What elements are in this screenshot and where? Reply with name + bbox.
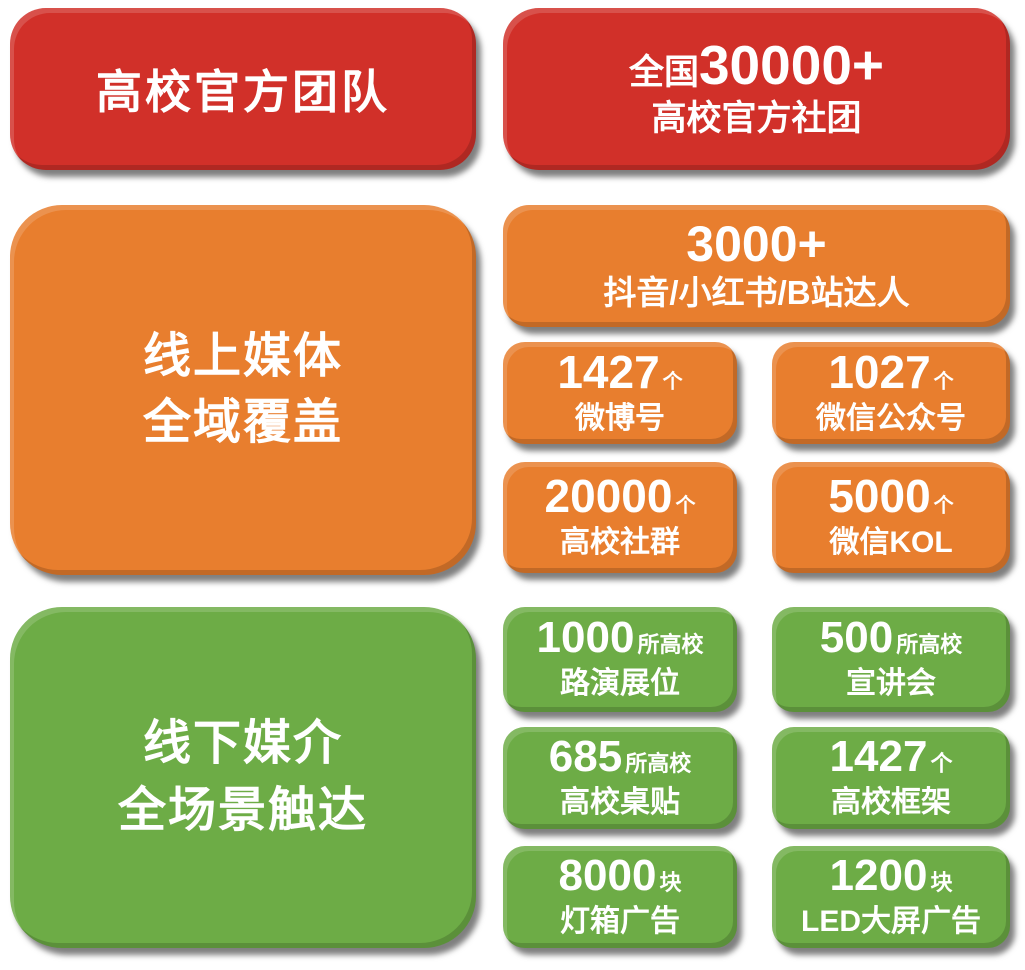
wechat-official-number: 1027 — [828, 345, 931, 398]
seminar-label: 宣讲会 — [846, 667, 936, 701]
lightbox-ads-number-line: 8000 块 — [558, 850, 682, 900]
roadshow-number-line: 1000 所高校 — [536, 613, 704, 663]
desk-sticker-card: 685 所高校 高校桌贴 — [503, 727, 737, 829]
wechat-kol-number-line: 5000 个 — [828, 473, 953, 520]
offline-media-title-line2: 全场景触达 — [117, 783, 368, 837]
seminar-number: 500 — [819, 613, 894, 663]
wechat-official-unit: 个 — [933, 370, 954, 393]
wechat-official-card: 1027 个 微信公众号 — [772, 342, 1010, 444]
campus-groups-label: 高校社群 — [560, 526, 680, 560]
desk-sticker-label: 高校桌贴 — [560, 785, 680, 819]
led-ads-number: 1200 — [829, 850, 928, 900]
roadshow-number: 1000 — [536, 613, 635, 663]
online-media-title-line2: 全域覆盖 — [142, 396, 343, 449]
led-ads-unit: 块 — [930, 869, 953, 895]
campus-groups-card: 20000 个 高校社群 — [503, 462, 737, 573]
teams-title-card: 高校官方团队 — [10, 8, 476, 170]
frame-ads-unit: 个 — [930, 750, 953, 776]
national-clubs-number-line: 全国 30000+ — [629, 37, 884, 93]
offline-media-title-card: 线下媒介 全场景触达 — [10, 607, 476, 948]
frame-ads-number-line: 1427 个 — [829, 731, 953, 781]
national-clubs-number: 30000+ — [698, 34, 885, 97]
weibo-unit: 个 — [662, 370, 683, 393]
lightbox-ads-card: 8000 块 灯箱广告 — [503, 846, 737, 948]
roadshow-card: 1000 所高校 路演展位 — [503, 607, 737, 712]
seminar-number-line: 500 所高校 — [819, 613, 963, 663]
weibo-label: 微博号 — [575, 401, 665, 435]
campus-groups-unit: 个 — [675, 495, 696, 518]
wechat-official-number-line: 1027 个 — [828, 345, 954, 398]
wechat-official-label: 微信公众号 — [816, 401, 966, 435]
frame-ads-number: 1427 — [829, 731, 928, 781]
influencers-label: 抖音/小红书/B站达人 — [603, 273, 910, 311]
influencers-number-line: 3000+ — [686, 215, 827, 272]
influencers-card: 3000+ 抖音/小红书/B站达人 — [503, 205, 1010, 327]
offline-media-title-line1: 线下媒介 — [142, 717, 343, 771]
campus-groups-number: 20000 — [544, 470, 673, 523]
desk-sticker-number: 685 — [548, 731, 623, 781]
weibo-number: 1427 — [557, 345, 660, 398]
seminar-card: 500 所高校 宣讲会 — [772, 607, 1010, 712]
weibo-number-line: 1427 个 — [557, 345, 683, 398]
campus-groups-number-line: 20000 个 — [545, 473, 696, 520]
online-media-title-line1: 线上媒体 — [142, 329, 343, 383]
frame-ads-label: 高校框架 — [831, 785, 951, 819]
influencers-number: 3000+ — [686, 215, 827, 272]
wechat-kol-label: 微信KOL — [829, 526, 953, 560]
roadshow-label: 路演展位 — [560, 667, 680, 701]
online-media-title: 线上媒体 全域覆盖 — [143, 324, 343, 456]
national-clubs-label: 高校官方社团 — [651, 99, 862, 139]
lightbox-ads-number: 8000 — [558, 850, 657, 900]
desk-sticker-unit: 所高校 — [625, 750, 692, 776]
offline-media-title: 线下媒介 全场景触达 — [118, 711, 368, 843]
roadshow-unit: 所高校 — [637, 632, 704, 658]
seminar-unit: 所高校 — [896, 632, 963, 658]
wechat-kol-unit: 个 — [933, 495, 954, 518]
led-ads-card: 1200 块 LED大屏广告 — [772, 846, 1010, 948]
wechat-kol-number: 5000 — [828, 470, 931, 523]
national-clubs-card: 全国 30000+ 高校官方社团 — [503, 8, 1010, 170]
led-ads-label: LED大屏广告 — [801, 904, 981, 938]
weibo-card: 1427 个 微博号 — [503, 342, 737, 444]
national-clubs-prefix: 全国 — [628, 53, 699, 93]
led-ads-number-line: 1200 块 — [829, 850, 953, 900]
frame-ads-card: 1427 个 高校框架 — [772, 727, 1010, 829]
lightbox-ads-label: 灯箱广告 — [560, 904, 680, 938]
online-media-title-card: 线上媒体 全域覆盖 — [10, 205, 476, 575]
lightbox-ads-unit: 块 — [659, 869, 682, 895]
desk-sticker-number-line: 685 所高校 — [548, 731, 692, 781]
wechat-kol-card: 5000 个 微信KOL — [772, 462, 1010, 573]
teams-title: 高校官方团队 — [96, 66, 390, 118]
